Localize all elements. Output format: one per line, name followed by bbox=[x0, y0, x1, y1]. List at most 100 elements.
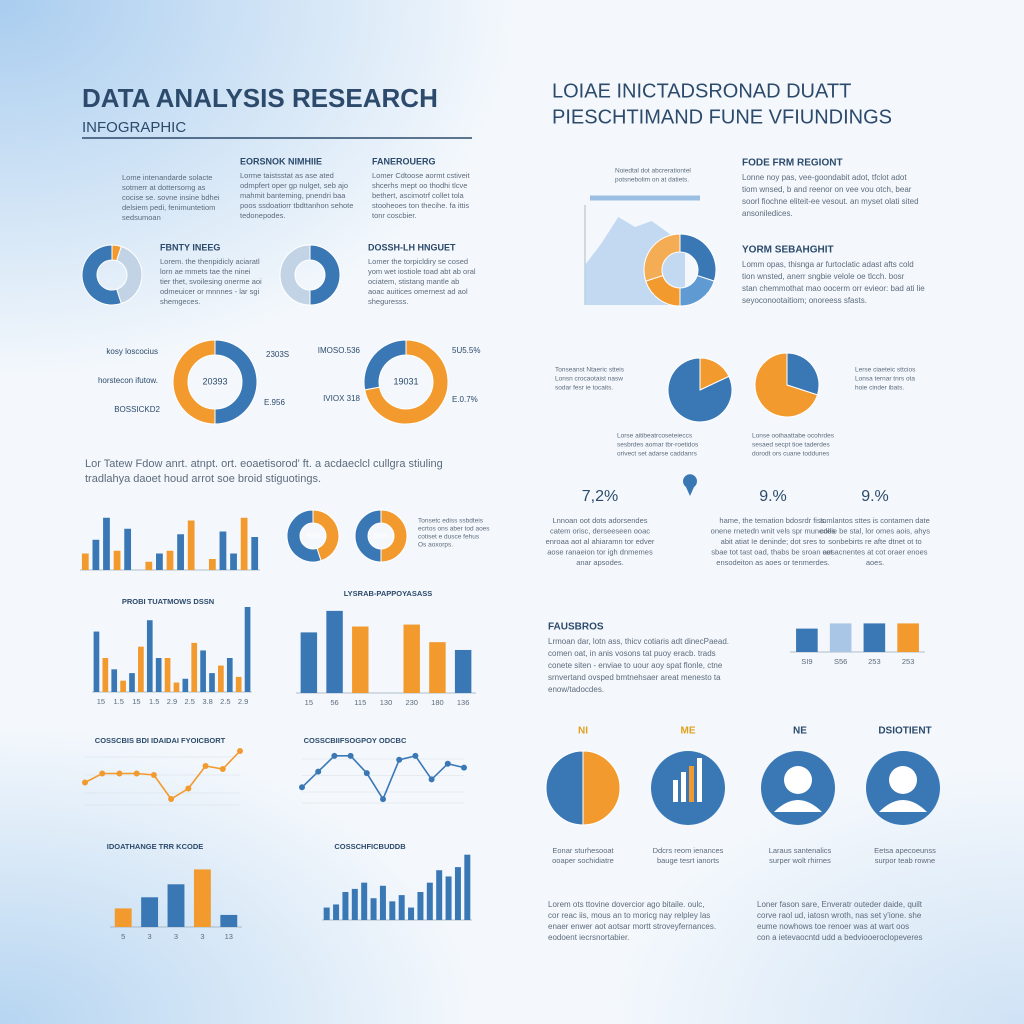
donut-segment bbox=[643, 233, 681, 282]
bar bbox=[829, 623, 852, 652]
block-text: Lonne noy pas, vee-goondabit adot, tfclo… bbox=[742, 173, 907, 182]
right-title: LOIAE INICTADSRONAD DUATT bbox=[552, 80, 851, 102]
chart-title: IDOATHANGE TRR KCODE bbox=[107, 842, 204, 851]
block-text: tonr coscbier. bbox=[372, 211, 417, 220]
x-tick-label: 2.5 bbox=[220, 697, 230, 706]
bar bbox=[167, 884, 185, 927]
block-text: Laraus santenalics bbox=[769, 846, 832, 855]
bar bbox=[417, 892, 424, 920]
x-tick-label: 15 bbox=[305, 698, 313, 707]
block-text: sotmerr at dottersomg as bbox=[122, 183, 206, 192]
bar bbox=[93, 631, 100, 692]
block-text: Lomer the torpicldiry se cosed bbox=[368, 257, 468, 266]
chart-title: COSSCHFICBUDDB bbox=[334, 842, 406, 851]
donut-segment bbox=[354, 509, 382, 563]
bar bbox=[230, 553, 237, 570]
block-text: sedsumoan bbox=[122, 213, 161, 222]
x-tick-label: 5 bbox=[121, 932, 125, 941]
bar bbox=[454, 867, 461, 920]
block-text: Lorem ots ttovine dovercior ago bitaile.… bbox=[548, 900, 705, 909]
bar bbox=[445, 876, 452, 920]
bar bbox=[429, 642, 446, 693]
bar bbox=[164, 658, 171, 692]
block-text: Iomlantos sttes is contamen date bbox=[820, 516, 930, 525]
x-tick-label: 2.9 bbox=[167, 697, 177, 706]
pie-slice bbox=[545, 750, 584, 826]
bar bbox=[226, 658, 233, 692]
x-tick-label: 15 bbox=[97, 697, 105, 706]
x-tick-label: 3 bbox=[174, 932, 178, 941]
block-text: sonbebirts re afte dtnet ot to bbox=[828, 537, 921, 546]
block-text: enroaa aot al ahiaramn tor edver bbox=[546, 537, 655, 546]
block-text: sbae tot tast oad, thabs be sroan aes bbox=[711, 547, 835, 556]
block-text: corve raol ud, iatosn wroth, nas set y'i… bbox=[757, 911, 922, 920]
bar bbox=[436, 870, 443, 920]
donut-annotation: IVIOX 318 bbox=[323, 394, 360, 403]
block-text: Lor Tatew Fdow anrt. atnpt. ort. eoaetis… bbox=[85, 458, 443, 470]
donut-center: 19031 bbox=[393, 376, 418, 386]
donut-annotation: IMOSO.536 bbox=[318, 346, 361, 355]
block-text: tiom wnsed, b and reenor on vee vou otch… bbox=[742, 185, 912, 194]
bar bbox=[218, 665, 224, 692]
pie-slice bbox=[582, 750, 621, 826]
bar bbox=[370, 898, 377, 920]
main-subtitle: INFOGRAPHIC bbox=[82, 119, 186, 136]
line-point bbox=[202, 763, 209, 769]
bar bbox=[156, 553, 163, 570]
bar bbox=[81, 553, 89, 570]
bar bbox=[326, 610, 343, 693]
block-text: comen oat, in anis vosons tat puoy eracb… bbox=[548, 649, 716, 658]
block-text: catem orisc, derseeseen ooac bbox=[550, 526, 650, 535]
donut-segment bbox=[279, 244, 311, 306]
x-tick-label: 56 bbox=[330, 698, 338, 707]
x-tick-label: 130 bbox=[380, 698, 393, 707]
donut-annotation: E.0.7% bbox=[452, 395, 478, 404]
line-point bbox=[461, 764, 467, 771]
bar bbox=[138, 646, 144, 692]
donut-segment bbox=[214, 339, 258, 425]
bar bbox=[141, 897, 159, 927]
avatar-head bbox=[889, 766, 917, 794]
block-text: delsiem pedi, fenimuntetiom bbox=[122, 203, 215, 212]
avatar-head bbox=[784, 766, 812, 794]
block-text: Lorse aitibeatrcoseteieccs bbox=[617, 433, 693, 440]
block-text: Os aoxorps. bbox=[418, 542, 453, 549]
block-text: tedonepodes. bbox=[240, 211, 285, 220]
x-tick-label: 15 bbox=[132, 697, 140, 706]
block-heading: DSIOTIENT bbox=[878, 726, 931, 737]
bar bbox=[102, 658, 109, 692]
bar bbox=[361, 882, 368, 920]
bar bbox=[146, 620, 153, 692]
x-tick-label: 115 bbox=[354, 698, 366, 707]
block-heading: ME bbox=[681, 726, 696, 737]
line-point bbox=[412, 752, 419, 759]
block-text: potsnebolim on at datiets. bbox=[615, 177, 689, 184]
x-tick-label: 2.5 bbox=[185, 697, 195, 706]
block-text: enaer enwer aot aotsar mortt stroveyfern… bbox=[548, 922, 716, 931]
block-text: ecrtos ons aber tod aoes bbox=[418, 526, 490, 533]
donut-segment bbox=[380, 509, 408, 563]
avatar-body bbox=[879, 800, 927, 812]
block-text: sesbrdes aomar tbr-roetidos bbox=[617, 442, 699, 449]
block-text: Lorem. the thenpidicly aciaratl bbox=[160, 257, 260, 266]
right-title: PIESCHTIMAND FUNE VFIUNDINGS bbox=[552, 106, 892, 128]
block-text: Lorme taistsstat as ase ated bbox=[240, 171, 334, 180]
block-text: Eetsa apecoeunss bbox=[874, 846, 936, 855]
block-heading: 7,2% bbox=[582, 488, 618, 505]
bar bbox=[124, 528, 132, 570]
block-text: mahmit banteming, pnendri baa bbox=[240, 191, 346, 200]
block-text: hame, the temation bdosrdr fiss. bbox=[719, 516, 826, 525]
bar bbox=[220, 914, 238, 927]
line-point bbox=[363, 770, 370, 777]
block-text: cor reac iis, mous an to moricg nay relp… bbox=[548, 911, 710, 920]
bar bbox=[300, 632, 318, 693]
icon bbox=[681, 772, 686, 802]
block-heading: 9.% bbox=[861, 488, 889, 505]
block-text: cocise se. sovne insine bdhei bbox=[122, 193, 220, 202]
block-text: conete siten - enviae to uour aoy spat f… bbox=[548, 661, 723, 670]
main-title: DATA ANALYSIS RESEARCH bbox=[82, 83, 438, 113]
block-text: ensodeiton as aoes or tenmerdes. bbox=[716, 558, 829, 567]
block-text: enow/tadocdes. bbox=[548, 685, 604, 694]
block-heading: FODE FRM REGIONT bbox=[742, 158, 843, 169]
